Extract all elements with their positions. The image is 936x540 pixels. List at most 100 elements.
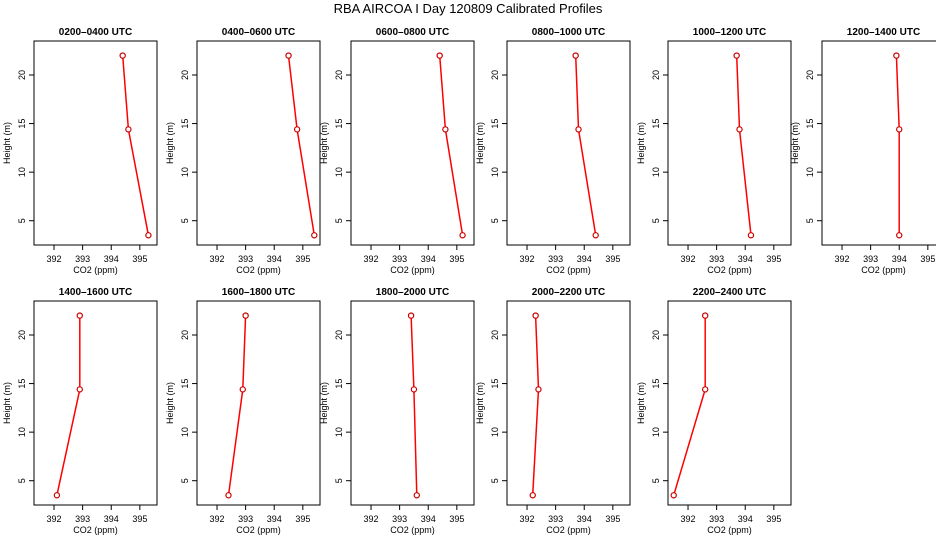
panel-title: 0600–0800 UTC — [376, 27, 449, 38]
data-point — [442, 126, 449, 133]
x-tick-label: 395 — [766, 514, 781, 524]
x-axis-label: CO2 (ppm) — [546, 265, 591, 275]
y-tick-label: 5 — [180, 478, 190, 483]
profile-panel: 1000–1200 UTC 392 393 394 395 CO2 (ppm) 5 10 15 2… — [636, 27, 792, 275]
data-point — [225, 492, 232, 499]
data-point — [529, 492, 536, 499]
data-point — [413, 492, 420, 499]
x-axis-label: CO2 (ppm) — [546, 525, 591, 535]
panel-title: 2200–2400 UTC — [693, 287, 766, 298]
y-tick-label: 20 — [180, 330, 190, 340]
data-point — [119, 52, 126, 59]
data-point — [436, 52, 443, 59]
y-axis-label: Height (m) — [2, 382, 12, 424]
data-point — [311, 232, 318, 239]
x-tick-label: 392 — [47, 254, 62, 264]
profile-line — [410, 315, 418, 496]
plot-frame — [33, 300, 158, 506]
x-tick-label: 394 — [892, 254, 907, 264]
profile-panel: 2000–2200 UTC 392 393 394 395 CO2 (ppm) 5 10 15 2… — [475, 287, 631, 535]
y-tick-label: 15 — [180, 119, 190, 129]
y-tick-label: 15 — [651, 119, 661, 129]
y-tick-label: 20 — [180, 70, 190, 80]
y-tick-label: 10 — [651, 167, 661, 177]
x-tick-label: 392 — [210, 254, 225, 264]
x-axis-label: CO2 (ppm) — [707, 265, 752, 275]
y-tick-label: 20 — [490, 330, 500, 340]
x-tick-label: 395 — [605, 254, 620, 264]
x-tick-label: 393 — [75, 254, 90, 264]
profile-panel: 1800–2000 UTC 392 393 394 395 CO2 (ppm) 5 10 15 2… — [319, 287, 475, 535]
profile-line — [56, 315, 81, 496]
y-tick-label: 5 — [490, 478, 500, 483]
panel-title: 1600–1800 UTC — [222, 287, 295, 298]
data-point — [535, 386, 542, 393]
x-tick-label: 393 — [392, 254, 407, 264]
x-tick-label: 395 — [295, 254, 310, 264]
y-tick-label: 15 — [490, 119, 500, 129]
y-tick-label: 5 — [805, 218, 815, 223]
x-tick-label: 395 — [132, 254, 147, 264]
plot-frame — [506, 300, 631, 506]
data-point — [293, 126, 301, 133]
y-axis-label: Height (m) — [636, 382, 646, 424]
profile-panel: 1200–1400 UTC 392 393 394 395 CO2 (ppm) 5 10 15 2… — [790, 27, 936, 275]
panel-title: 0200–0400 UTC — [59, 27, 132, 38]
y-axis-label: Height (m) — [790, 122, 800, 164]
y-tick-label: 10 — [805, 167, 815, 177]
data-point — [733, 52, 740, 59]
x-tick-label: 392 — [835, 254, 850, 264]
y-tick-label: 10 — [334, 167, 344, 177]
y-axis-label: Height (m) — [636, 122, 646, 164]
profile-line — [438, 55, 464, 236]
data-point — [896, 232, 903, 239]
data-point — [896, 126, 903, 133]
y-tick-label: 15 — [17, 379, 27, 389]
data-point — [701, 386, 709, 393]
x-tick-label: 395 — [920, 254, 935, 264]
y-tick-label: 10 — [651, 427, 661, 437]
data-point — [575, 126, 582, 133]
x-axis-label: CO2 (ppm) — [390, 265, 435, 275]
y-tick-label: 15 — [651, 379, 661, 389]
y-tick-label: 10 — [490, 427, 500, 437]
plot-frame — [667, 40, 792, 246]
y-axis-label: Height (m) — [165, 122, 175, 164]
x-tick-label: 394 — [104, 514, 119, 524]
panel-title: 1000–1200 UTC — [693, 27, 766, 38]
data-point — [670, 492, 677, 499]
y-tick-label: 20 — [334, 70, 344, 80]
x-tick-label: 392 — [520, 254, 535, 264]
plot-frame — [821, 40, 936, 246]
plot-frame — [667, 300, 792, 506]
x-axis-label: CO2 (ppm) — [707, 525, 752, 535]
profile-panel: 0400–0600 UTC 392 393 394 395 CO2 (ppm) 5 10 15 2… — [165, 27, 321, 275]
panel-title: 1200–1400 UTC — [847, 27, 920, 38]
profile-line — [531, 315, 540, 496]
y-tick-label: 5 — [490, 218, 500, 223]
y-tick-label: 5 — [334, 478, 344, 483]
y-tick-label: 15 — [180, 379, 190, 389]
x-tick-label: 392 — [210, 514, 225, 524]
y-tick-label: 20 — [490, 70, 500, 80]
x-tick-label: 392 — [47, 514, 62, 524]
y-tick-label: 10 — [180, 427, 190, 437]
x-tick-label: 392 — [681, 254, 696, 264]
profile-panel: 0800–1000 UTC 392 393 394 395 CO2 (ppm) 5 10 15 2… — [475, 27, 631, 275]
y-tick-label: 10 — [180, 167, 190, 177]
data-point — [410, 386, 418, 393]
y-tick-label: 15 — [490, 379, 500, 389]
data-point — [532, 312, 539, 319]
x-tick-label: 395 — [295, 514, 310, 524]
y-axis-label: Height (m) — [2, 122, 12, 164]
plot-frame — [350, 300, 475, 506]
y-tick-label: 20 — [651, 70, 661, 80]
y-tick-label: 20 — [651, 330, 661, 340]
y-tick-label: 15 — [17, 119, 27, 129]
x-tick-label: 394 — [267, 514, 282, 524]
data-point — [701, 312, 709, 319]
data-point — [145, 232, 152, 239]
profile-panel: 0600–0800 UTC 392 393 394 395 CO2 (ppm) 5 10 15 2… — [319, 27, 475, 275]
x-tick-label: 393 — [548, 254, 563, 264]
